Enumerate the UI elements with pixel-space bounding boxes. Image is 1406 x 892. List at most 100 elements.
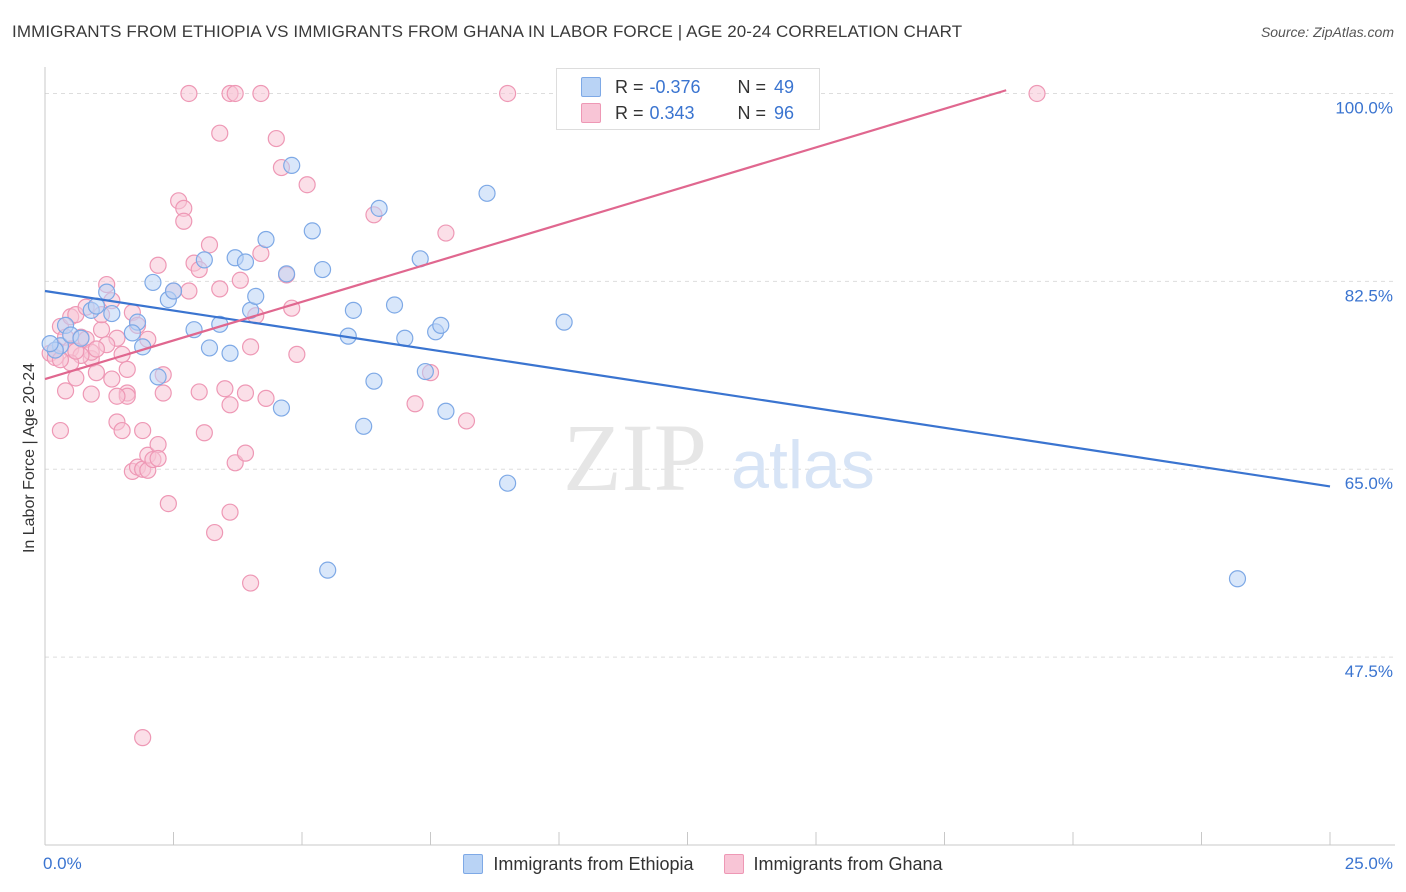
source-label: Source: ZipAtlas.com: [1260, 24, 1394, 40]
x-tick-label: 0.0%: [43, 854, 82, 873]
ghana-point: [134, 421, 152, 440]
chart-title: IMMIGRANTS FROM ETHIOPIA VS IMMIGRANTS F…: [12, 22, 963, 41]
ghana-point: [457, 412, 476, 430]
ethiopia-point: [365, 372, 383, 390]
ghana-point: [113, 421, 131, 440]
ethiopia-point: [103, 304, 121, 323]
y-tick-label: 65.0%: [1345, 474, 1393, 493]
ghana-point: [236, 444, 255, 462]
ethiopia-point: [123, 324, 141, 342]
ghana-point: [51, 421, 70, 440]
ethiopia-point: [344, 301, 362, 319]
ethiopia-point: [1228, 570, 1247, 588]
ghana-point: [221, 503, 239, 521]
legend-row-ethiopia: R = -0.376 N = 49: [581, 75, 794, 99]
ghana-point: [267, 129, 285, 148]
ethiopia-point: [247, 287, 265, 305]
ghana-point: [211, 280, 229, 298]
ethiopia-point: [370, 199, 388, 217]
y-tick-label: 47.5%: [1345, 662, 1393, 681]
ghana-point: [211, 124, 229, 142]
ethiopia-point: [195, 251, 213, 269]
ethiopia-legend-swatch: [463, 854, 484, 874]
r-label: R =: [615, 102, 644, 123]
ghana-point: [206, 523, 224, 542]
ethiopia-point: [385, 296, 404, 314]
watermark-atlas: atlas: [731, 427, 875, 503]
data-points: [41, 84, 1247, 747]
ghana-point: [108, 387, 126, 405]
ethiopia-point: [221, 344, 239, 362]
ghana-point: [149, 449, 167, 468]
ghana-point: [298, 176, 316, 194]
ethiopia-point: [437, 402, 455, 420]
ethiopia-point: [41, 335, 59, 353]
correlation-legend: R = -0.376 N = 49 R = 0.343 N = 96: [556, 68, 820, 130]
ghana-point: [118, 360, 136, 378]
ethiopia-point: [144, 273, 162, 292]
ghana-point: [216, 380, 234, 398]
ethiopia-n-value: 49: [774, 76, 795, 97]
ghana-point: [231, 271, 249, 289]
ethiopia-point: [432, 316, 450, 334]
ghana-point: [82, 385, 100, 403]
n-label: N =: [737, 76, 767, 97]
ghana-legend-label: Immigrants from Ghana: [753, 853, 943, 874]
ghana-point: [236, 384, 255, 402]
r-label: R =: [615, 76, 644, 97]
ghana-point: [406, 395, 424, 413]
ethiopia-point: [478, 184, 496, 202]
ghana-point: [221, 396, 239, 414]
series-legend: Immigrants from Ethiopia Immigrants from…: [0, 852, 1406, 876]
ghana-point: [190, 383, 208, 401]
ghana-point: [252, 84, 270, 103]
y-tick-label: 82.5%: [1345, 286, 1393, 305]
ethiopia-point: [164, 282, 183, 300]
ghana-point: [200, 236, 219, 254]
ethiopia-point: [98, 283, 116, 301]
x-tick-label: 25.0%: [1345, 854, 1393, 873]
ghana-point: [242, 338, 260, 356]
ghana-point: [180, 84, 198, 103]
ghana-point: [226, 84, 244, 103]
axes: [44, 67, 1395, 846]
ghana-point: [154, 384, 172, 402]
ethiopia-swatch: [581, 77, 601, 97]
ethiopia-point: [319, 561, 337, 579]
ethiopia-point: [149, 368, 167, 386]
legend-row-ghana: R = 0.343 N = 96: [581, 101, 794, 125]
ghana-point: [92, 321, 111, 339]
trend-lines: [44, 89, 1331, 488]
ghana-point: [134, 729, 152, 747]
ghana-point: [437, 224, 455, 242]
ghana-n-value: 96: [774, 102, 795, 123]
ghana-point: [56, 382, 75, 400]
y-tick-label: 100.0%: [1335, 98, 1393, 117]
ghana-point: [87, 364, 106, 382]
ghana-point: [195, 424, 213, 442]
ghana-point: [175, 212, 193, 230]
legend-item-ghana[interactable]: Immigrants from Ghana: [723, 853, 943, 875]
ethiopia-point: [555, 313, 573, 331]
ghana-point: [180, 282, 198, 300]
ethiopia-point: [355, 417, 373, 435]
ethiopia-r-value: -0.376: [649, 76, 701, 97]
ghana-point: [288, 345, 306, 363]
ghana-point: [87, 340, 106, 358]
ghana-point: [149, 256, 167, 274]
watermark: ZIP atlas: [563, 404, 875, 511]
ethiopia-point: [416, 362, 434, 381]
ethiopia-legend-label: Immigrants from Ethiopia: [493, 853, 694, 874]
ghana-point: [159, 494, 177, 513]
ghana-point: [242, 574, 260, 592]
ghana-trend-line: [44, 89, 1007, 381]
ethiopia-point: [277, 265, 296, 283]
legend-item-ethiopia[interactable]: Immigrants from Ethiopia: [463, 853, 694, 875]
ethiopia-point: [200, 339, 219, 357]
ethiopia-point: [313, 260, 332, 279]
n-label: N =: [737, 102, 767, 123]
ethiopia-point: [499, 474, 517, 492]
ghana-legend-swatch: [723, 854, 744, 874]
ethiopia-trend-line: [44, 289, 1331, 488]
